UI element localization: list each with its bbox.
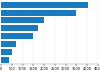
Bar <box>1 57 9 63</box>
Bar <box>1 17 44 23</box>
Bar <box>1 33 33 39</box>
Bar <box>1 10 76 16</box>
Bar <box>1 41 16 47</box>
Bar <box>1 25 38 31</box>
Bar <box>1 2 88 8</box>
Bar <box>1 49 12 55</box>
